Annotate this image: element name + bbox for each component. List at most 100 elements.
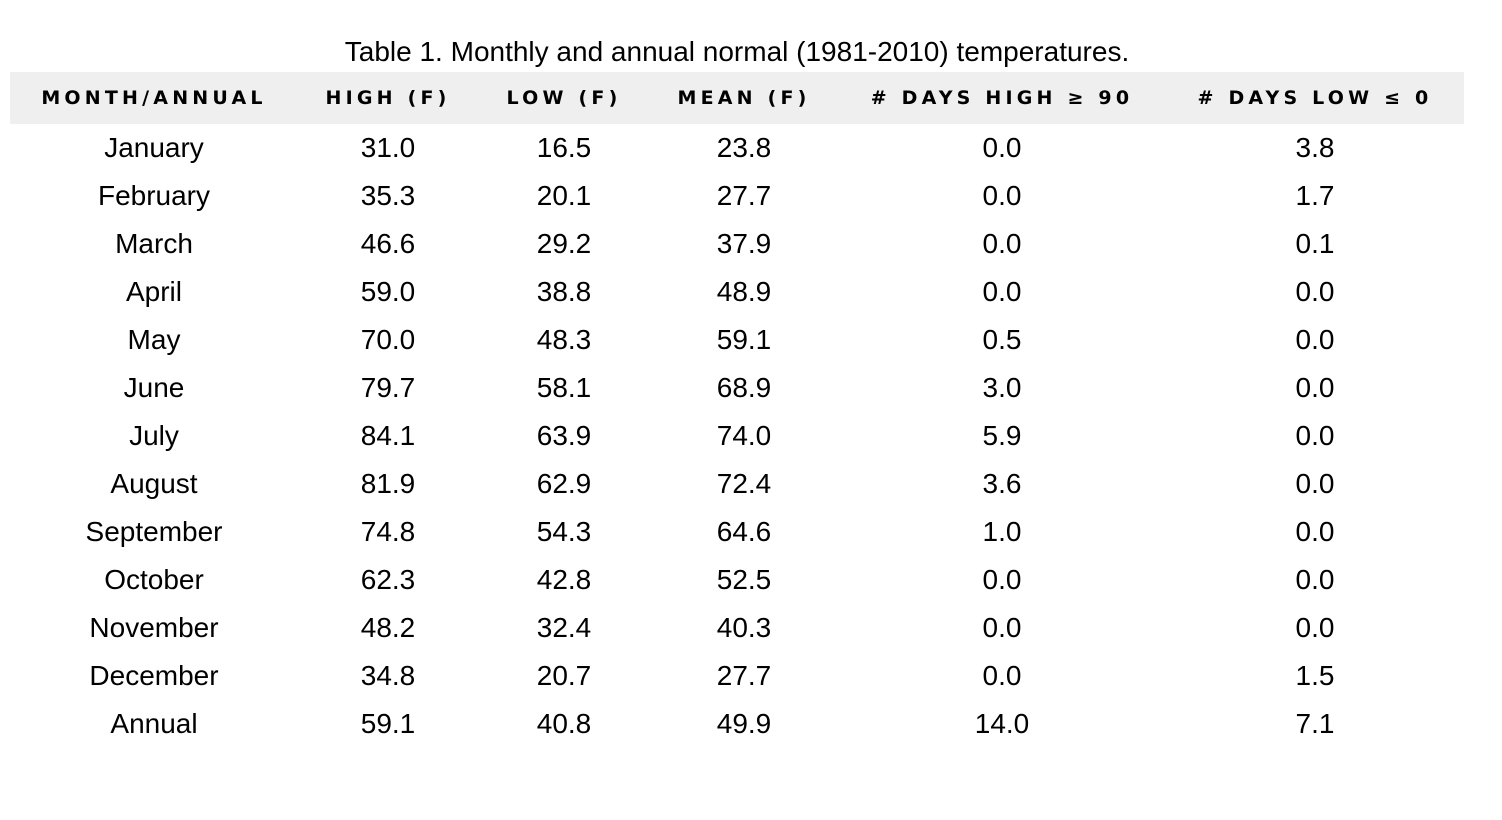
days-low-0-cell: 0.0 — [1295, 612, 1335, 643]
days-low-0-cell: 0.0 — [1295, 324, 1335, 355]
month-cell: September — [85, 516, 223, 547]
mean-cell: 27.7 — [716, 660, 772, 691]
days-high-90-cell: 3.0 — [982, 372, 1022, 403]
days-high-90-cell: 0.0 — [982, 132, 1022, 163]
high-cell: 46.6 — [360, 228, 416, 259]
table-row: October 62.3 42.8 52.5 0.0 0.0 — [10, 556, 1464, 604]
low-cell: 20.7 — [536, 660, 592, 691]
low-cell: 42.8 — [536, 564, 592, 595]
header-row: MONTH/ANNUAL HIGH (F) LOW (F) MEAN (F) #… — [10, 72, 1464, 124]
table-row: August 81.9 62.9 72.4 3.6 0.0 — [10, 460, 1464, 508]
table-row: June 79.7 58.1 68.9 3.0 0.0 — [10, 364, 1464, 412]
table-header: MONTH/ANNUAL HIGH (F) LOW (F) MEAN (F) #… — [10, 72, 1464, 124]
days-low-0-cell: 0.0 — [1295, 276, 1335, 307]
days-low-0-cell: 0.0 — [1295, 564, 1335, 595]
mean-cell: 49.9 — [716, 708, 772, 739]
column-header-high: HIGH (F) — [325, 87, 451, 109]
days-low-0-cell: 0.0 — [1295, 516, 1335, 547]
days-low-0-cell: 7.1 — [1295, 708, 1335, 739]
days-high-90-cell: 5.9 — [982, 420, 1022, 451]
table-row: July 84.1 63.9 74.0 5.9 0.0 — [10, 412, 1464, 460]
column-header-days-low-0: # DAYS LOW ≤ 0 — [1197, 87, 1433, 109]
month-cell: October — [104, 564, 204, 595]
high-cell: 79.7 — [360, 372, 416, 403]
month-cell: August — [110, 468, 198, 499]
low-cell: 38.8 — [536, 276, 592, 307]
days-high-90-cell: 0.0 — [982, 276, 1022, 307]
days-high-90-cell: 3.6 — [982, 468, 1022, 499]
table-row: April 59.0 38.8 48.9 0.0 0.0 — [10, 268, 1464, 316]
mean-cell: 27.7 — [716, 180, 772, 211]
days-low-0-cell: 0.0 — [1295, 468, 1335, 499]
mean-cell: 68.9 — [716, 372, 772, 403]
table-body: January 31.0 16.5 23.8 0.0 3.8 February 35.3 20.… — [10, 124, 1464, 748]
days-high-90-cell: 14.0 — [974, 708, 1030, 739]
mean-cell: 52.5 — [716, 564, 772, 595]
column-header-low: LOW (F) — [506, 87, 622, 109]
days-high-90-cell: 0.0 — [982, 660, 1022, 691]
low-cell: 62.9 — [536, 468, 592, 499]
days-low-0-cell: 0.0 — [1295, 372, 1335, 403]
high-cell: 48.2 — [360, 612, 416, 643]
high-cell: 84.1 — [360, 420, 416, 451]
high-cell: 59.0 — [360, 276, 416, 307]
high-cell: 81.9 — [360, 468, 416, 499]
days-low-0-cell: 1.7 — [1295, 180, 1335, 211]
table-row: January 31.0 16.5 23.8 0.0 3.8 — [10, 124, 1464, 172]
mean-cell: 72.4 — [716, 468, 772, 499]
table-row: September 74.8 54.3 64.6 1.0 0.0 — [10, 508, 1464, 556]
high-cell: 35.3 — [360, 180, 416, 211]
mean-cell: 74.0 — [716, 420, 772, 451]
month-cell: April — [125, 276, 182, 307]
column-header-days-high-90: # DAYS HIGH ≥ 90 — [870, 87, 1134, 109]
month-cell: July — [129, 420, 179, 451]
mean-cell: 37.9 — [716, 228, 772, 259]
table-row: February 35.3 20.1 27.7 0.0 1.7 — [10, 172, 1464, 220]
table-row: November 48.2 32.4 40.3 0.0 0.0 — [10, 604, 1464, 652]
low-cell: 40.8 — [536, 708, 592, 739]
days-low-0-cell: 1.5 — [1295, 660, 1335, 691]
column-header-month-annual: MONTH/ANNUAL — [41, 87, 267, 109]
low-cell: 48.3 — [536, 324, 592, 355]
low-cell: 29.2 — [536, 228, 592, 259]
days-low-0-cell: 0.0 — [1295, 420, 1335, 451]
low-cell: 54.3 — [536, 516, 592, 547]
mean-cell: 40.3 — [716, 612, 772, 643]
table-caption: Table 1. Monthly and annual normal (1981… — [344, 36, 1130, 67]
low-cell: 16.5 — [536, 132, 592, 163]
low-cell: 20.1 — [536, 180, 592, 211]
column-header-mean: MEAN (F) — [677, 87, 811, 109]
days-low-0-cell: 0.1 — [1295, 228, 1335, 259]
high-cell: 62.3 — [360, 564, 416, 595]
month-cell: Annual — [110, 708, 198, 739]
month-cell: February — [97, 180, 211, 211]
month-cell: December — [89, 660, 219, 691]
days-high-90-cell: 0.0 — [982, 228, 1022, 259]
mean-cell: 23.8 — [716, 132, 772, 163]
table-row: Annual 59.1 40.8 49.9 14.0 7.1 — [10, 700, 1464, 748]
month-cell: March — [115, 228, 193, 259]
month-cell: May — [127, 324, 181, 355]
low-cell: 58.1 — [536, 372, 592, 403]
month-cell: June — [123, 372, 185, 403]
days-low-0-cell: 3.8 — [1295, 132, 1335, 163]
table-row: May 70.0 48.3 59.1 0.5 0.0 — [10, 316, 1464, 364]
high-cell: 70.0 — [360, 324, 416, 355]
high-cell: 74.8 — [360, 516, 416, 547]
days-high-90-cell: 0.0 — [982, 564, 1022, 595]
days-high-90-cell: 0.0 — [982, 612, 1022, 643]
low-cell: 63.9 — [536, 420, 592, 451]
temperature-table: MONTH/ANNUAL HIGH (F) LOW (F) MEAN (F) #… — [10, 72, 1464, 748]
table-row: March 46.6 29.2 37.9 0.0 0.1 — [10, 220, 1464, 268]
high-cell: 34.8 — [360, 660, 416, 691]
mean-cell: 59.1 — [716, 324, 772, 355]
month-cell: November — [89, 612, 219, 643]
low-cell: 32.4 — [536, 612, 592, 643]
days-high-90-cell: 0.5 — [982, 324, 1022, 355]
days-high-90-cell: 0.0 — [982, 180, 1022, 211]
high-cell: 31.0 — [360, 132, 416, 163]
mean-cell: 64.6 — [716, 516, 772, 547]
mean-cell: 48.9 — [716, 276, 772, 307]
table-row: December 34.8 20.7 27.7 0.0 1.5 — [10, 652, 1464, 700]
month-cell: January — [104, 132, 204, 163]
